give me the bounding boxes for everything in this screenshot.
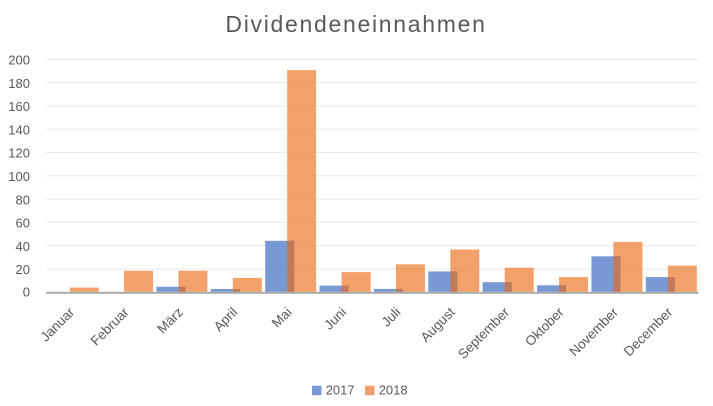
svg-text:180: 180	[8, 76, 30, 91]
svg-text:20: 20	[16, 262, 30, 277]
svg-text:0: 0	[23, 285, 30, 300]
svg-text:2018: 2018	[379, 382, 408, 397]
svg-text:Dividendeneinnahmen: Dividendeneinnahmen	[225, 11, 486, 37]
svg-text:140: 140	[8, 122, 30, 137]
svg-text:60: 60	[16, 216, 30, 231]
svg-text:2017: 2017	[326, 382, 355, 397]
svg-text:80: 80	[16, 192, 30, 207]
svg-text:160: 160	[8, 99, 30, 114]
svg-text:100: 100	[8, 169, 30, 184]
svg-text:200: 200	[8, 53, 30, 68]
svg-text:40: 40	[16, 239, 30, 254]
svg-text:120: 120	[8, 146, 30, 161]
